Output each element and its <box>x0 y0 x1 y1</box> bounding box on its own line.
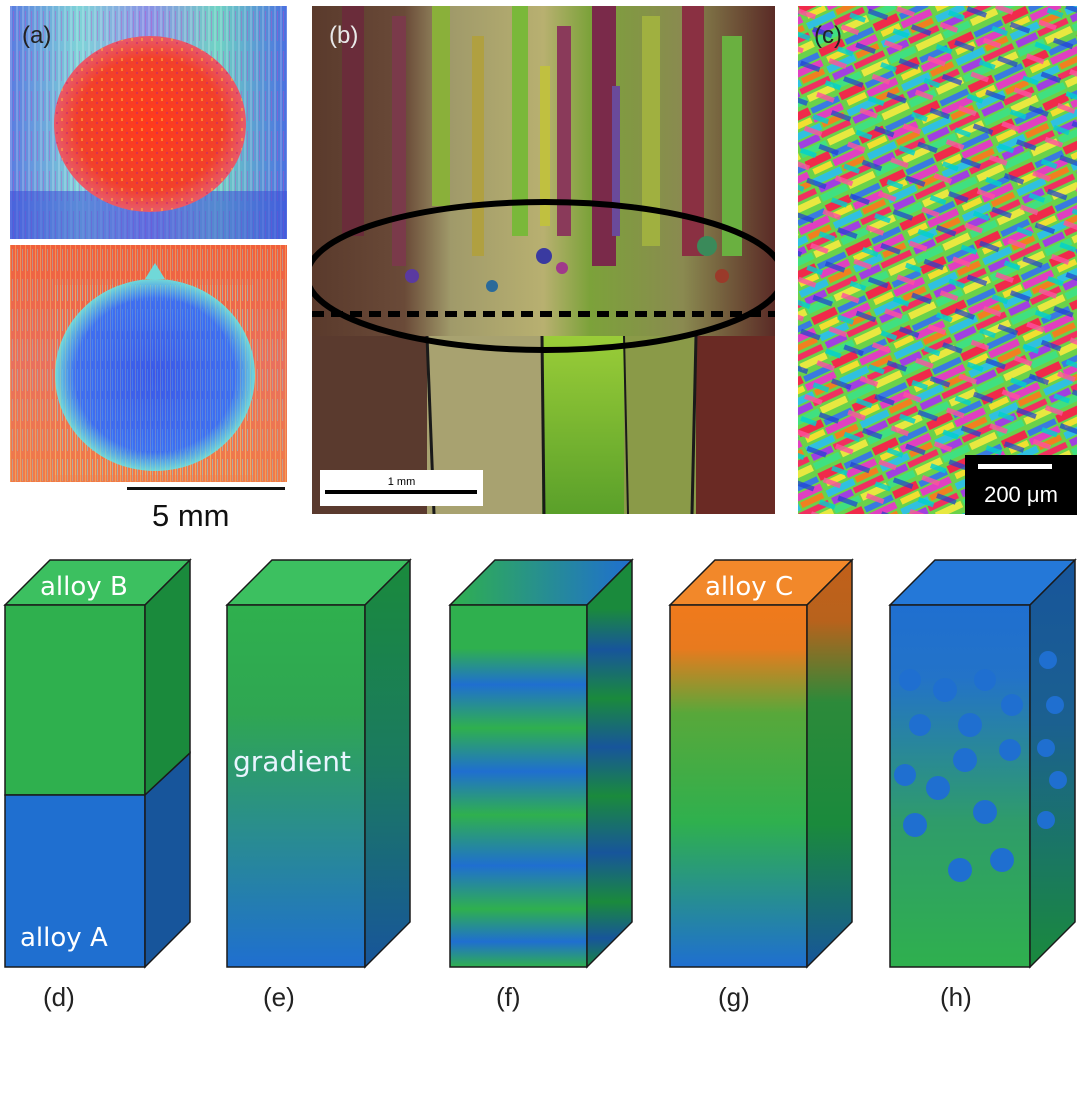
ebsd-map-c <box>798 6 1077 514</box>
panel-label-b: (b) <box>329 22 359 49</box>
block-e <box>225 558 412 969</box>
scale-bar-a <box>127 487 285 490</box>
block-g <box>668 558 854 969</box>
scale-bar-b-label: 1 mm <box>387 476 416 488</box>
block-schematics <box>3 558 1077 969</box>
scale-bar-c-label: 200 μm <box>984 482 1058 507</box>
scale-bar-a-label: 5 mm <box>152 498 230 533</box>
block-d <box>3 558 192 969</box>
panel-label-f: (f) <box>496 982 521 1012</box>
ebsd-map-a-top <box>10 6 287 239</box>
label-alloy-c: alloy C <box>705 572 794 602</box>
label-gradient: gradient <box>233 745 351 778</box>
panel-label-e: (e) <box>263 982 295 1012</box>
label-alloy-b: alloy B <box>40 572 128 602</box>
block-f <box>448 558 634 969</box>
label-alloy-a: alloy A <box>20 923 108 953</box>
panel-label-h: (h) <box>940 982 972 1012</box>
panel-label-c: (c) <box>814 22 842 49</box>
panel-label-d: (d) <box>43 982 75 1012</box>
block-h <box>888 558 1077 969</box>
scale-bar-c <box>978 464 1052 469</box>
ebsd-map-a-bottom <box>10 245 287 482</box>
scale-bar-b <box>325 490 477 494</box>
panel-label-g: (g) <box>718 982 750 1012</box>
panel-label-a: (a) <box>22 22 52 49</box>
micrograph-b <box>312 6 775 514</box>
scale-bar-b-background <box>320 470 483 506</box>
